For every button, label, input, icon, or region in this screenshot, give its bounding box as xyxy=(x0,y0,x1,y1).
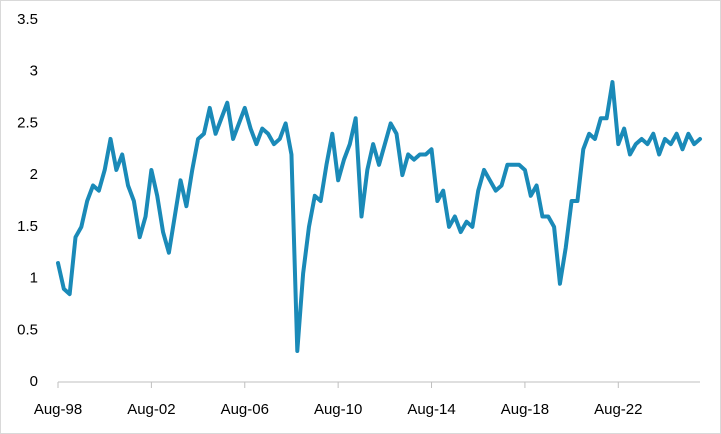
y-tick-label: 2.5 xyxy=(17,114,38,131)
y-tick-label: 2 xyxy=(30,166,38,183)
x-tick-label: Aug-02 xyxy=(127,401,175,418)
data-line xyxy=(56,80,702,353)
x-tick-label: Aug-98 xyxy=(34,401,82,418)
x-tick-label: Aug-14 xyxy=(407,401,455,418)
y-tick-label: 0 xyxy=(30,373,38,390)
y-tick-label: 3 xyxy=(30,63,38,80)
x-tick-label: Aug-22 xyxy=(594,401,642,418)
x-tick-label: Aug-06 xyxy=(221,401,269,418)
y-tick-label: 3.5 xyxy=(17,11,38,28)
y-tick-label: 0.5 xyxy=(17,321,38,338)
y-tick-label: 1 xyxy=(30,270,38,287)
x-tick-label: Aug-18 xyxy=(501,401,549,418)
x-tick-label: Aug-10 xyxy=(314,401,362,418)
y-tick-label: 1.5 xyxy=(17,218,38,235)
